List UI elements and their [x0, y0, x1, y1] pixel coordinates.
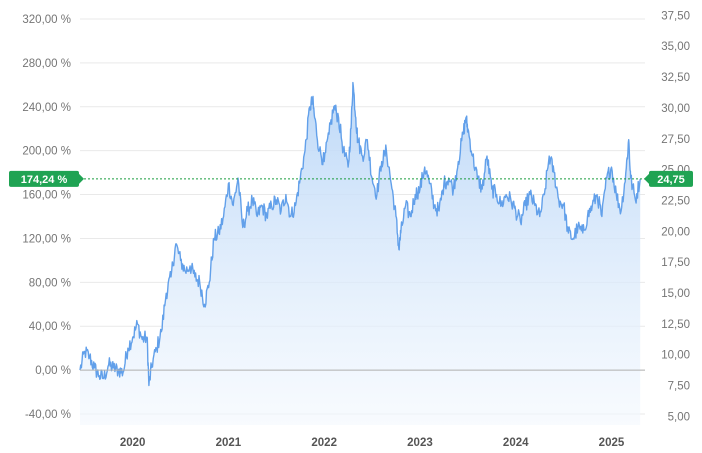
series-line — [79, 81, 641, 387]
right-tick-label: 22,50 — [661, 195, 690, 207]
area-path — [80, 82, 641, 425]
x-tick-label: 2024 — [503, 437, 529, 449]
current-price-badge: 24,75 — [644, 170, 693, 187]
area-fill — [80, 82, 641, 425]
current-value-badges: 174,24 % 24,75 — [9, 170, 693, 187]
left-tick-label: 240,00 % — [22, 102, 71, 114]
x-tick-label: 2022 — [311, 437, 337, 449]
line-path — [79, 81, 641, 387]
left-tick-label: -40,00 % — [25, 409, 71, 421]
current-percent-label: 174,24 % — [21, 174, 68, 186]
right-tick-label: 27,50 — [661, 134, 690, 146]
left-tick-label: 160,00 % — [22, 190, 71, 202]
current-price-badge-bg — [649, 170, 693, 187]
right-axis-price: 5,007,5010,0012,5015,0017,5020,0022,5025… — [661, 10, 690, 423]
right-tick-label: 35,00 — [661, 41, 690, 53]
current-percent-badge: 174,24 % — [9, 170, 84, 187]
right-tick-label: 37,50 — [661, 10, 690, 22]
left-tick-label: 280,00 % — [22, 58, 71, 70]
left-axis-percent: -40,00 % 0,00 % 40,00 % 80,00 % 120,00 % 160,… — [22, 14, 71, 421]
x-tick-label: 2023 — [407, 437, 433, 449]
right-tick-label: 7,50 — [668, 381, 690, 393]
current-price-label: 24,75 — [657, 174, 685, 186]
right-tick-label: 20,00 — [661, 226, 690, 238]
right-tick-label: 15,00 — [661, 288, 690, 300]
right-tick-label: 10,00 — [661, 350, 690, 362]
left-tick-label: 80,00 % — [29, 277, 71, 289]
left-tick-label: 200,00 % — [22, 146, 71, 158]
x-tick-label: 2020 — [120, 437, 146, 449]
left-tick-label: 0,00 % — [35, 365, 71, 377]
x-tick-label: 2021 — [216, 437, 242, 449]
x-tick-label: 2025 — [599, 437, 625, 449]
right-tick-label: 30,00 — [661, 103, 690, 115]
left-tick-label: 120,00 % — [22, 233, 71, 245]
x-axis-years: 2020 2021 2022 2023 2024 2025 — [120, 437, 625, 449]
right-tick-label: 12,50 — [661, 319, 690, 331]
current-percent-badge-bg — [9, 170, 79, 187]
right-tick-label: 5,00 — [668, 411, 690, 423]
current-percent-badge-pointer — [79, 173, 84, 184]
right-tick-label: 32,50 — [661, 72, 690, 84]
right-tick-label: 17,50 — [661, 257, 690, 269]
left-tick-label: 40,00 % — [29, 321, 71, 333]
current-price-badge-pointer — [644, 173, 649, 184]
left-tick-label: 320,00 % — [22, 14, 71, 26]
